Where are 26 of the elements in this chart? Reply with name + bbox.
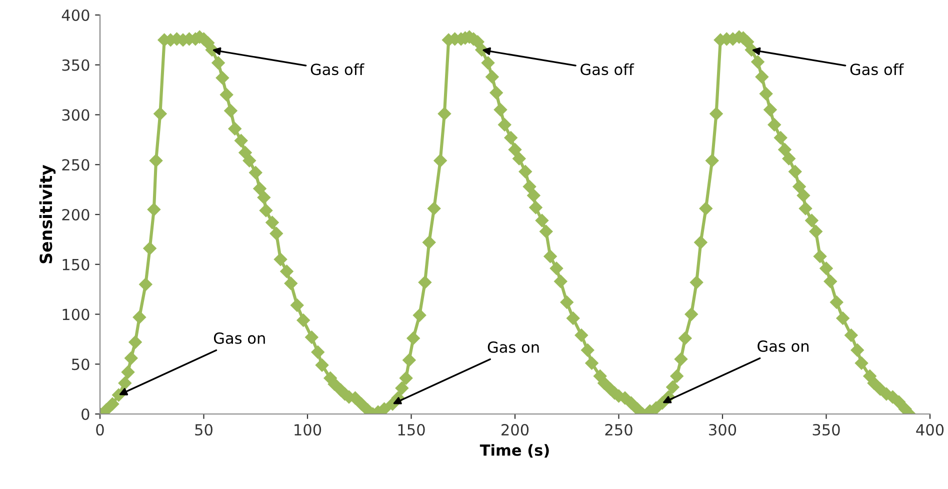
x-tick-label: 200 — [502, 424, 529, 436]
annotation: Gas on — [488, 341, 539, 353]
y-tick-label: 250 — [62, 159, 90, 171]
x-tick-label: 400 — [916, 424, 944, 436]
y-tick-label: 0 — [82, 408, 90, 420]
annotation: Gas on — [758, 340, 809, 352]
annotation: Gas on — [214, 332, 265, 344]
y-axis-title: Sensitivity — [39, 164, 56, 264]
annotation: Gas off — [580, 63, 634, 76]
y-tick-label: 50 — [72, 358, 90, 370]
x-axis-title: Time (s) — [480, 444, 549, 458]
x-tick-label: 250 — [605, 424, 632, 436]
y-tick-label: 350 — [62, 59, 90, 71]
x-tick-label: 0 — [96, 424, 104, 436]
x-tick-label: 50 — [195, 424, 212, 436]
x-tick-label: 100 — [294, 424, 322, 436]
y-tick-label: 300 — [62, 109, 90, 121]
x-tick-label: 150 — [398, 424, 425, 436]
y-tick-label: 200 — [62, 208, 90, 221]
y-tick-label: 400 — [62, 9, 90, 22]
annotation: Gas off — [310, 63, 364, 76]
x-tick-label: 300 — [709, 424, 736, 436]
annotation: Gas off — [850, 63, 904, 76]
x-tick-label: 350 — [812, 424, 840, 436]
y-tick-label: 100 — [62, 308, 90, 320]
y-tick-label: 150 — [62, 258, 90, 270]
